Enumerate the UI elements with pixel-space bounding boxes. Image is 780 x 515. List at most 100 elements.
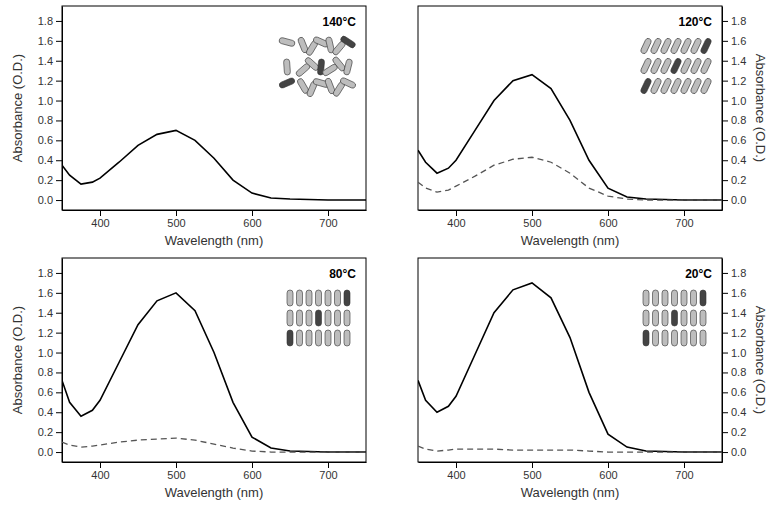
- tick: 1.0: [722, 347, 746, 359]
- tick: 1.0: [722, 95, 746, 107]
- tick-mark: [722, 160, 728, 161]
- molecule-icon: [681, 330, 687, 346]
- tick-mark: [176, 462, 177, 468]
- tick: 0.0: [38, 446, 62, 458]
- tick-label: 1.0: [731, 95, 746, 107]
- spectrum-line: [418, 75, 722, 200]
- tick-label: 500: [167, 217, 185, 229]
- spectrum-line: [418, 283, 722, 452]
- tick-mark: [722, 353, 728, 354]
- tick-label: 700: [319, 217, 337, 229]
- tick: 400: [447, 462, 465, 481]
- tick: 0.8: [38, 366, 62, 378]
- panel-title: 80°C: [329, 267, 356, 281]
- tick-mark: [722, 273, 728, 274]
- tick: 600: [243, 462, 261, 481]
- spectrum-line: [418, 157, 722, 200]
- y-axis-title: Absorbance (O.D.): [10, 54, 25, 162]
- molecule-icon: [650, 37, 662, 54]
- tick: 0.0: [722, 446, 746, 458]
- tick: 700: [675, 462, 693, 481]
- axis-line: [419, 462, 723, 463]
- molecule-icon: [344, 310, 350, 326]
- figure: 400 500 600 700 0.0 0.2 0.4 0.6 0.8 1.0 1.2 1.4 1.6 1…: [0, 0, 780, 515]
- molecule-icon: [700, 57, 712, 74]
- tick-label: 0.2: [38, 174, 53, 186]
- tick-label: 0.6: [731, 386, 746, 398]
- tick-mark: [722, 21, 728, 22]
- spectrum-line: [62, 438, 366, 452]
- plot-area: [62, 130, 366, 200]
- molecule-icon: [670, 57, 682, 74]
- tick-label: 1.6: [38, 287, 53, 299]
- tick: 400: [91, 210, 109, 229]
- tick-label: 0.8: [731, 114, 746, 126]
- tick-mark: [722, 120, 728, 121]
- tick-mark: [608, 462, 609, 468]
- molecule-icon: [681, 310, 687, 326]
- tick: 0.6: [722, 386, 746, 398]
- tick-label: 400: [91, 217, 109, 229]
- tick-label: 1.6: [38, 35, 53, 47]
- tick: 0.2: [722, 174, 746, 186]
- tick-label: 600: [599, 469, 617, 481]
- molecule-icon: [700, 310, 706, 326]
- tick-label: 0.6: [731, 134, 746, 146]
- tick-label: 1.6: [731, 35, 746, 47]
- tick-mark: [532, 210, 533, 216]
- molecule-icon: [653, 310, 659, 326]
- tick: 600: [599, 462, 617, 481]
- tick: 0.4: [38, 154, 62, 166]
- tick-mark: [56, 61, 62, 62]
- molecule-icon: [660, 77, 672, 94]
- tick-mark: [722, 180, 728, 181]
- tick-mark: [252, 210, 253, 216]
- schematic-inset: [640, 37, 712, 94]
- tick-mark: [684, 210, 685, 216]
- molecule-icon: [325, 290, 331, 306]
- axis-line: [419, 210, 723, 211]
- tick: 1.2: [722, 75, 746, 87]
- tick-label: 600: [243, 217, 261, 229]
- tick-mark: [722, 101, 728, 102]
- tick-label: 0.4: [38, 154, 53, 166]
- tick: 700: [319, 210, 337, 229]
- panel: 4005006007000.00.20.40.60.81.01.21.41.61…: [418, 6, 768, 248]
- x-axis-title: Wavelength (nm): [521, 233, 620, 248]
- tick: 0.4: [722, 154, 746, 166]
- molecule-icon: [662, 310, 668, 326]
- tick-label: 0.4: [38, 406, 53, 418]
- molecule-icon: [640, 37, 652, 54]
- y-axis-title: Absorbance (O.D.): [10, 306, 25, 414]
- tick-label: 500: [523, 217, 541, 229]
- tick: 0.2: [38, 174, 62, 186]
- tick: 0.2: [38, 426, 62, 438]
- tick-label: 600: [599, 217, 617, 229]
- tick-label: 1.2: [38, 75, 53, 87]
- tick-mark: [56, 372, 62, 373]
- tick: 0.0: [722, 194, 746, 206]
- molecule-icon: [306, 290, 312, 306]
- tick-mark: [56, 200, 62, 201]
- tick-mark: [722, 333, 728, 334]
- tick-mark: [56, 140, 62, 141]
- tick-label: 0.0: [731, 446, 746, 458]
- molecule-icon: [335, 310, 341, 326]
- plot-area: [62, 293, 366, 452]
- tick-label: 700: [675, 217, 693, 229]
- tick: 1.8: [38, 267, 62, 279]
- molecule-icon: [662, 290, 668, 306]
- molecule-icon: [691, 310, 697, 326]
- tick-label: 1.4: [38, 307, 53, 319]
- tick-label: 700: [675, 469, 693, 481]
- tick-label: 0.8: [731, 366, 746, 378]
- molecule-icon: [297, 330, 303, 346]
- molecule-icon: [700, 37, 712, 54]
- tick: 1.6: [722, 287, 746, 299]
- x-axis: 400500600700: [419, 462, 723, 481]
- plot-area: [418, 75, 722, 200]
- y-axis-title: Absorbance (O.D.): [753, 54, 768, 162]
- tick: 700: [319, 462, 337, 481]
- panel: 4005006007000.00.20.40.60.81.01.21.41.61…: [418, 258, 768, 500]
- molecule-icon: [681, 290, 687, 306]
